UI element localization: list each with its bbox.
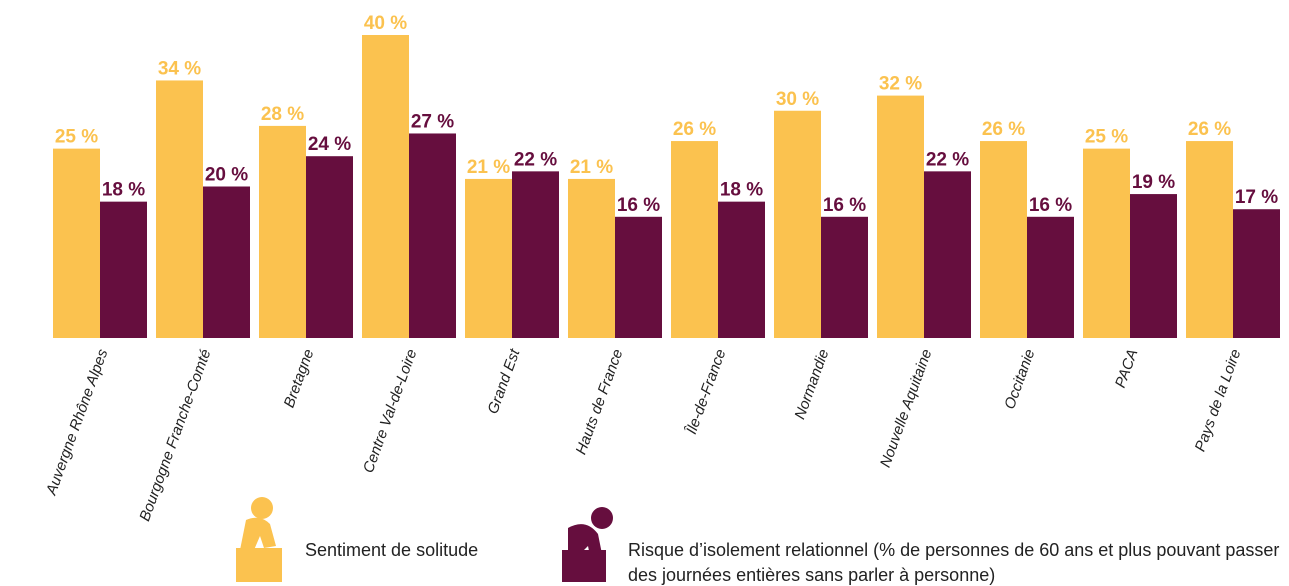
- value-label: 30 %: [776, 89, 819, 110]
- bar: [306, 156, 353, 338]
- bar: [924, 171, 971, 338]
- value-label: 18 %: [720, 180, 763, 201]
- bar: [259, 125, 306, 339]
- value-label: 26 %: [1188, 119, 1231, 140]
- value-label: 26 %: [673, 119, 716, 140]
- value-label: 22 %: [514, 149, 557, 170]
- bar: [1083, 148, 1130, 338]
- value-label: 40 %: [364, 13, 407, 34]
- bar: [671, 141, 718, 338]
- legend-label: Sentiment de solitude: [305, 540, 479, 560]
- value-label: 26 %: [982, 119, 1025, 140]
- x-tick-label: Grand Est: [484, 346, 523, 416]
- x-tick-label: Bretagne: [281, 347, 318, 410]
- legend-icon-solitude: [236, 497, 282, 582]
- legend-icon-isolement: [562, 507, 613, 582]
- x-tick-label: Occitanie: [1001, 347, 1038, 412]
- bar: [821, 216, 868, 338]
- value-label: 28 %: [261, 104, 304, 125]
- value-label: 19 %: [1132, 172, 1175, 193]
- value-label: 16 %: [1029, 195, 1072, 216]
- value-label: 16 %: [617, 195, 660, 216]
- bar: [615, 216, 662, 338]
- value-label: 21 %: [570, 157, 613, 178]
- value-label: 17 %: [1235, 187, 1278, 208]
- value-label: 21 %: [467, 157, 510, 178]
- bar: [100, 201, 147, 338]
- bar: [1233, 209, 1280, 338]
- x-tick-label: Bourgogne Franche-Comté: [136, 347, 214, 524]
- bar: [568, 178, 615, 338]
- x-tick-label: Hauts de France: [573, 347, 627, 457]
- value-label: 22 %: [926, 149, 969, 170]
- bar: [409, 133, 456, 338]
- bar: [53, 148, 100, 338]
- value-label: 27 %: [411, 111, 454, 132]
- x-tick-label: Normandie: [791, 347, 832, 422]
- value-label: 32 %: [879, 74, 922, 95]
- legend-label: Risque d’isolement relationnel (% de per…: [628, 540, 1280, 585]
- bar: [1130, 194, 1177, 338]
- bar: [362, 35, 409, 338]
- bar: [877, 95, 924, 338]
- value-label: 20 %: [205, 165, 248, 186]
- value-label: 24 %: [308, 134, 351, 155]
- value-label: 34 %: [158, 58, 201, 79]
- bar: [1027, 216, 1074, 338]
- x-tick-label: Auvergne Rhône Alpes: [43, 346, 112, 498]
- value-label: 16 %: [823, 195, 866, 216]
- x-tick-label: Île-de-France: [683, 347, 729, 437]
- x-tick-label: Pays de la Loire: [1192, 347, 1245, 454]
- bar: [512, 171, 559, 338]
- value-label: 18 %: [102, 180, 145, 201]
- x-tick-label: Nouvelle Aquitaine: [877, 347, 936, 470]
- bar: [774, 110, 821, 338]
- bar: [980, 141, 1027, 338]
- bar: [465, 178, 512, 338]
- x-tick-label: Centre Val-de-Loire: [360, 347, 421, 475]
- value-label: 25 %: [1085, 127, 1128, 148]
- bar: [718, 201, 765, 338]
- x-tick-label: PACA: [1112, 347, 1142, 390]
- value-label: 25 %: [55, 127, 98, 148]
- bar: [203, 186, 250, 338]
- bar: [1186, 141, 1233, 338]
- bar: [156, 80, 203, 338]
